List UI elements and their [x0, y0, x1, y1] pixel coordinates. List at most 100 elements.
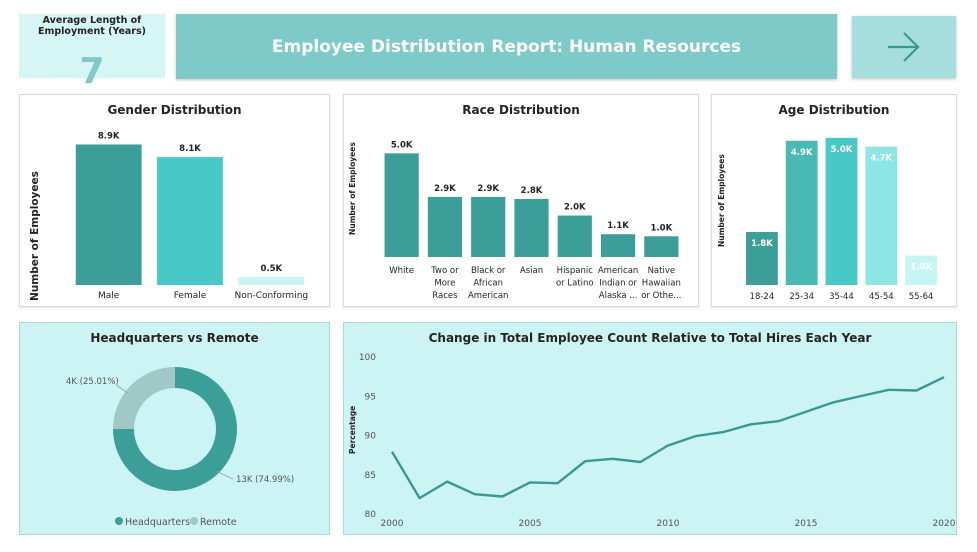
age-bar-chart: Number of Employees 1.8K 18-24 4.9K 25-34 5.…	[717, 137, 938, 302]
location-panel: Headquarters vs Remote 4K (25.01%) 13K (…	[19, 322, 330, 535]
gender-bar-chart: Number of Employees 8.9K Male 8.1K Female 0.…	[29, 131, 309, 301]
gender-bar	[238, 277, 305, 285]
gender-chart-title: Gender Distribution	[107, 103, 242, 117]
race-category-label: Indian or	[599, 279, 637, 289]
arrow-right-icon	[888, 32, 920, 62]
race-category-label: Asian	[520, 266, 543, 276]
race-chart-title: Race Distribution	[462, 103, 580, 117]
legend-headquarters-label[interactable]: Headquarters	[125, 517, 190, 528]
trend-y-tick-label: 95	[365, 392, 376, 402]
legend-headquarters-swatch	[115, 517, 123, 525]
age-data-label: 4.9K	[791, 148, 813, 158]
donut-slice-remote	[113, 367, 175, 430]
gender-y-axis-label: Number of Employees	[29, 171, 41, 301]
kpi-label: Average Length of Employment (Years)	[37, 15, 146, 37]
race-distribution-panel: Race Distribution Number of Employees 5.…	[343, 94, 699, 307]
donut-legend: Headquarters Remote	[115, 517, 237, 528]
age-data-label: 4.7K	[870, 154, 892, 164]
race-data-label: 2.9K	[434, 184, 456, 194]
race-data-label: 2.9K	[477, 184, 499, 194]
race-category-label: Black or	[471, 266, 506, 276]
age-data-label: 1.0K	[910, 263, 932, 273]
age-bar	[745, 232, 778, 285]
report-title: Employee Distribution Report: Human Reso…	[271, 36, 742, 57]
location-donut-chart: 4K (25.01%) 13K (74.99%) Headquarters Re…	[66, 367, 294, 528]
race-category-label: Alaska ...	[599, 291, 638, 301]
age-chart-title: Age Distribution	[778, 103, 890, 117]
age-category-label: 35-44	[829, 292, 854, 302]
gender-bar	[75, 144, 142, 285]
location-chart-title: Headquarters vs Remote	[90, 331, 259, 345]
race-category-label: Hawaiian	[642, 279, 681, 289]
age-category-label: 45-54	[869, 292, 894, 302]
legend-remote-label[interactable]: Remote	[200, 517, 237, 528]
age-bar	[905, 255, 938, 285]
race-category-label: More	[434, 279, 455, 289]
gender-data-label: 0.5K	[261, 264, 283, 274]
trend-y-tick-label: 100	[359, 353, 376, 363]
age-data-label: 5.0K	[831, 145, 853, 155]
kpi-value: 7	[79, 51, 105, 92]
age-bar	[785, 140, 818, 285]
race-data-label: 1.0K	[651, 223, 673, 233]
report-title-banner: Employee Distribution Report: Human Reso…	[176, 14, 837, 79]
headquarters-label-leader	[215, 470, 234, 480]
race-bar	[471, 196, 506, 257]
trend-x-tick-label: 2010	[657, 519, 680, 529]
gender-category-label: Male	[98, 291, 120, 301]
race-bar	[427, 196, 463, 257]
race-bar	[600, 234, 636, 257]
trend-chart-title: Change in Total Employee Count Relative …	[428, 331, 872, 345]
trend-series-line	[390, 376, 945, 500]
next-page-button[interactable]	[852, 16, 956, 78]
race-y-axis-label: Number of Employees	[348, 142, 357, 235]
race-bar	[644, 236, 679, 257]
trend-x-tick-label: 2020	[933, 519, 956, 529]
remote-label-leader	[115, 384, 129, 394]
employee-trend-panel: Change in Total Employee Count Relative …	[343, 322, 957, 535]
race-category-label: African	[473, 279, 503, 289]
race-category-label: Native	[648, 266, 676, 276]
age-category-label: 55-64	[909, 292, 934, 302]
gender-category-label: Non-Conforming	[235, 291, 309, 301]
race-bar-chart: Number of Employees 5.0K White 2.9K Two or M…	[348, 140, 681, 301]
age-distribution-panel: Age Distribution Number of Employees 1.8…	[711, 94, 957, 307]
age-category-label: 18-24	[750, 292, 775, 302]
race-category-label: Two or	[430, 266, 459, 276]
race-category-label: American	[598, 266, 638, 276]
age-y-axis-label: Number of Employees	[717, 154, 726, 247]
age-bar	[825, 137, 858, 285]
race-category-label: American	[468, 291, 508, 301]
gender-data-label: 8.9K	[98, 131, 120, 141]
gender-category-label: Female	[174, 291, 207, 301]
donut-slice-headquarters	[113, 367, 237, 491]
trend-x-tick-label: 2005	[519, 519, 542, 529]
age-category-label: 25-34	[789, 292, 814, 302]
race-data-label: 2.0K	[564, 203, 586, 213]
remote-data-label: 4K (25.01%)	[66, 377, 119, 387]
trend-y-tick-label: 90	[365, 432, 377, 442]
trend-y-tick-label: 85	[365, 471, 376, 481]
race-category-label: White	[389, 266, 414, 276]
trend-x-tick-label: 2015	[795, 519, 818, 529]
race-data-label: 5.0K	[391, 140, 413, 150]
race-category-label: or Latino	[556, 279, 594, 289]
age-data-label: 1.8K	[751, 239, 773, 249]
race-data-label: 2.8K	[521, 186, 543, 196]
trend-x-tick-label: 2000	[381, 519, 404, 529]
legend-remote-swatch	[190, 517, 198, 525]
race-bar	[557, 215, 592, 257]
gender-data-label: 8.1K	[179, 144, 201, 154]
kpi-card: Average Length of Employment (Years) 7	[19, 14, 165, 90]
gender-distribution-panel: Gender Distribution Number of Employees …	[19, 94, 330, 307]
trend-y-tick-label: 80	[365, 510, 377, 520]
headquarters-data-label: 13K (74.99%)	[236, 475, 294, 485]
race-bar	[514, 198, 549, 257]
trend-line-chart: Percentage 80 85 90 95 100 2000 2005 2010 2015 20…	[348, 353, 956, 529]
trend-y-axis-label: Percentage	[348, 406, 357, 454]
race-bar	[384, 153, 419, 257]
age-bar	[865, 146, 898, 285]
race-category-label: Races	[432, 291, 458, 301]
race-data-label: 1.1K	[607, 221, 629, 231]
race-category-label: Hispanic	[557, 266, 594, 276]
